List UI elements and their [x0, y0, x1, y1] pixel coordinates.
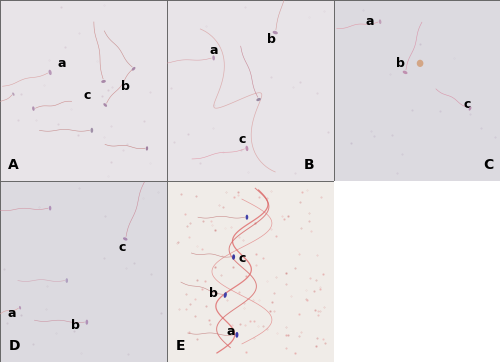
Ellipse shape	[101, 80, 106, 83]
Text: c: c	[83, 89, 90, 102]
Ellipse shape	[256, 98, 261, 101]
Ellipse shape	[12, 92, 14, 96]
Text: B: B	[304, 158, 314, 172]
Text: b: b	[70, 319, 80, 332]
Ellipse shape	[402, 71, 407, 74]
Ellipse shape	[104, 103, 107, 107]
Text: E: E	[176, 339, 185, 353]
Text: c: c	[463, 98, 470, 111]
Ellipse shape	[32, 106, 34, 111]
Ellipse shape	[246, 215, 248, 220]
Ellipse shape	[123, 237, 128, 240]
Ellipse shape	[232, 254, 235, 260]
Text: A: A	[8, 158, 19, 172]
Text: a: a	[8, 307, 16, 320]
Ellipse shape	[66, 278, 68, 283]
Ellipse shape	[212, 55, 215, 60]
Text: D: D	[8, 339, 20, 353]
Text: b: b	[396, 57, 404, 70]
Ellipse shape	[146, 146, 148, 151]
Text: a: a	[58, 57, 66, 70]
Text: c: c	[238, 252, 246, 265]
Ellipse shape	[49, 206, 51, 210]
Text: b: b	[209, 287, 218, 300]
Text: b: b	[268, 33, 276, 46]
Text: a: a	[226, 325, 234, 338]
Ellipse shape	[379, 20, 382, 24]
Ellipse shape	[272, 31, 278, 34]
Ellipse shape	[90, 128, 93, 133]
Ellipse shape	[224, 292, 227, 298]
Text: a: a	[366, 15, 374, 28]
Ellipse shape	[468, 106, 471, 111]
Ellipse shape	[236, 332, 238, 338]
Ellipse shape	[48, 70, 51, 75]
Ellipse shape	[86, 320, 88, 325]
Text: a: a	[210, 44, 218, 57]
Ellipse shape	[19, 306, 21, 310]
Ellipse shape	[417, 60, 424, 67]
Text: b: b	[121, 80, 130, 93]
Ellipse shape	[132, 67, 136, 71]
Ellipse shape	[246, 146, 248, 151]
Text: c: c	[238, 133, 246, 146]
Text: C: C	[484, 158, 494, 172]
Text: c: c	[118, 241, 126, 254]
